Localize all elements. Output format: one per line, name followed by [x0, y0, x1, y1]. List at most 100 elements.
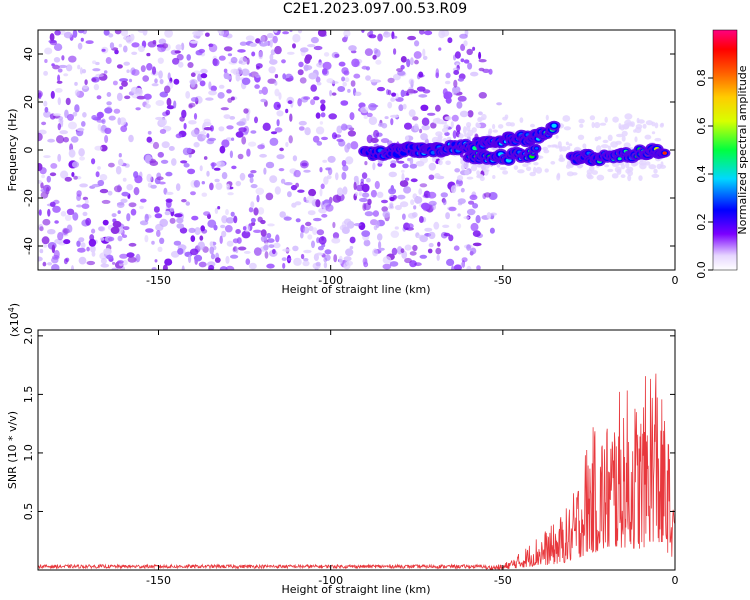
- noise-speckle: [298, 126, 305, 131]
- noise-speckle: [634, 136, 638, 143]
- noise-speckle: [73, 175, 78, 180]
- noise-speckle: [448, 234, 454, 242]
- noise-speckle: [255, 63, 263, 69]
- noise-speckle: [409, 163, 417, 169]
- noise-speckle: [625, 168, 631, 174]
- noise-speckle: [489, 227, 495, 234]
- noise-speckle: [152, 40, 157, 45]
- noise-speckle: [72, 111, 78, 117]
- noise-speckle: [414, 196, 423, 204]
- noise-speckle: [226, 183, 231, 191]
- noise-speckle: [530, 123, 535, 128]
- noise-speckle: [47, 138, 55, 143]
- noise-speckle: [438, 159, 443, 166]
- noise-speckle: [237, 246, 247, 251]
- noise-speckle: [255, 38, 261, 44]
- noise-speckle: [651, 173, 660, 178]
- noise-speckle: [42, 244, 48, 248]
- noise-speckle: [452, 130, 457, 139]
- noise-speckle: [56, 135, 65, 144]
- noise-speckle: [297, 30, 303, 34]
- noise-speckle: [158, 70, 163, 79]
- noise-speckle: [431, 156, 437, 162]
- noise-speckle: [151, 83, 159, 87]
- noise-speckle: [144, 234, 149, 243]
- noise-speckle: [390, 185, 395, 192]
- noise-speckle: [128, 242, 137, 247]
- noise-speckle: [190, 72, 196, 77]
- noise-speckle: [126, 184, 133, 191]
- colorbar-tick-label: 0.8: [695, 69, 708, 87]
- noise-speckle: [466, 208, 476, 216]
- noise-speckle: [214, 257, 221, 263]
- noise-speckle: [151, 267, 157, 270]
- noise-speckle: [654, 122, 659, 129]
- noise-speckle: [250, 184, 258, 189]
- noise-speckle: [242, 226, 247, 231]
- noise-speckle: [402, 103, 407, 110]
- noise-speckle: [420, 104, 429, 112]
- noise-speckle: [131, 42, 140, 48]
- noise-speckle: [303, 226, 310, 234]
- noise-speckle: [492, 129, 498, 133]
- noise-speckle: [466, 122, 472, 128]
- noise-speckle: [602, 139, 609, 144]
- noise-speckle: [91, 115, 98, 120]
- noise-speckle: [428, 162, 436, 171]
- noise-speckle: [370, 189, 377, 198]
- noise-speckle: [351, 58, 360, 68]
- noise-speckle: [396, 246, 403, 255]
- noise-speckle: [209, 182, 214, 191]
- noise-speckle: [304, 127, 311, 136]
- noise-speckle: [297, 189, 305, 193]
- noise-speckle: [57, 123, 61, 131]
- noise-speckle: [321, 213, 328, 218]
- noise-speckle: [233, 215, 238, 224]
- noise-speckle: [74, 81, 78, 86]
- noise-speckle: [91, 158, 96, 165]
- noise-speckle: [544, 168, 549, 173]
- noise-speckle: [146, 173, 152, 183]
- noise-speckle: [57, 232, 64, 241]
- noise-speckle: [157, 151, 164, 158]
- noise-speckle: [312, 227, 318, 236]
- noise-speckle: [241, 136, 247, 145]
- noise-speckle: [615, 140, 622, 145]
- noise-speckle: [91, 78, 97, 82]
- noise-speckle: [293, 257, 302, 266]
- noise-speckle: [243, 250, 251, 254]
- noise-speckle: [410, 178, 418, 183]
- noise-speckle: [390, 114, 399, 118]
- noise-speckle: [313, 96, 320, 101]
- noise-speckle: [190, 79, 196, 88]
- noise-speckle: [456, 223, 462, 229]
- noise-speckle: [207, 137, 217, 142]
- noise-speckle: [225, 255, 230, 264]
- noise-speckle: [272, 35, 278, 44]
- noise-speckle: [208, 43, 218, 53]
- noise-speckle: [246, 148, 251, 157]
- noise-speckle: [470, 164, 478, 172]
- noise-speckle: [114, 30, 122, 35]
- noise-speckle: [332, 232, 340, 240]
- noise-speckle: [334, 53, 340, 58]
- noise-speckle: [226, 89, 232, 94]
- noise-speckle: [376, 233, 383, 241]
- noise-speckle: [651, 121, 656, 127]
- noise-speckle: [315, 199, 321, 208]
- noise-speckle: [311, 240, 315, 249]
- noise-speckle: [336, 138, 344, 142]
- noise-speckle: [263, 41, 269, 46]
- noise-speckle: [604, 164, 610, 168]
- noise-speckle: [166, 97, 172, 107]
- noise-speckle: [181, 42, 185, 51]
- noise-speckle: [114, 49, 119, 55]
- noise-speckle: [238, 127, 247, 133]
- noise-speckle: [315, 76, 321, 83]
- noise-speckle: [302, 260, 310, 267]
- noise-speckle: [316, 237, 320, 244]
- noise-speckle: [326, 78, 334, 84]
- noise-speckle: [633, 129, 637, 133]
- noise-speckle: [319, 188, 323, 197]
- noise-speckle: [269, 137, 279, 146]
